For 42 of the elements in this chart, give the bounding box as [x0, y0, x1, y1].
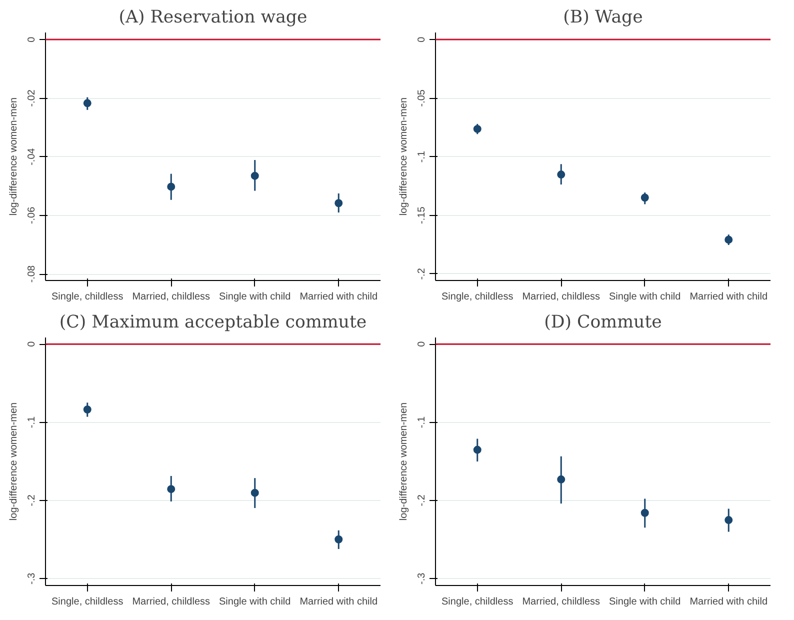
x-tick-label: Married, childless: [132, 292, 210, 302]
x-tick-label: Married with child: [690, 292, 768, 302]
x-tick-label: Married, childless: [522, 596, 600, 608]
y-tick-label: 0: [26, 36, 38, 42]
y-tick-label: -.3: [416, 572, 428, 584]
x-tick-label: Married, childless: [522, 292, 600, 302]
y-tick-label: -.04: [26, 148, 38, 166]
y-tick-label: -.2: [416, 494, 428, 506]
x-tick-label: Single with child: [609, 596, 681, 608]
x-tick-label: Married with child: [690, 596, 768, 608]
y-tick-label: -.3: [26, 572, 38, 584]
y-tick-label: -.02: [26, 89, 38, 107]
chart-title: (C) Maximum acceptable commute: [59, 312, 367, 332]
y-tick-label: -.05: [416, 89, 428, 107]
x-tick-label: Married with child: [300, 292, 378, 302]
y-tick-label: -.2: [26, 494, 38, 506]
chart-title: (D) Commute: [544, 312, 662, 332]
y-tick-label: 0: [416, 340, 428, 347]
y-axis-title: log-difference women-men: [398, 402, 410, 521]
y-axis-title: log-difference women-men: [398, 97, 410, 216]
y-tick-label: 0: [26, 340, 38, 347]
x-tick-label: Single, childless: [442, 292, 514, 302]
chart-title: (A) Reservation wage: [118, 8, 308, 28]
y-tick-label: -.1: [416, 416, 428, 428]
y-tick-label: -.15: [416, 206, 428, 224]
x-tick-label: Single, childless: [52, 292, 124, 302]
x-tick-label: Single with child: [609, 292, 681, 302]
x-tick-label: Married, childless: [132, 596, 210, 608]
chart-title: (B) Wage: [563, 8, 643, 28]
y-axis-title: log-difference women-men: [8, 402, 20, 521]
x-tick-label: Single, childless: [52, 596, 124, 608]
y-tick-label: -.06: [26, 206, 38, 224]
y-tick-label: -.1: [26, 416, 38, 428]
y-tick-label: 0: [416, 36, 428, 42]
x-tick-label: Single, childless: [442, 596, 514, 608]
x-tick-label: Single with child: [219, 596, 291, 608]
y-tick-label: -.1: [416, 150, 428, 163]
y-tick-label: -.2: [416, 268, 428, 280]
x-tick-label: Single with child: [219, 292, 291, 302]
y-tick-label: -.08: [26, 264, 38, 283]
x-tick-label: Married with child: [300, 596, 378, 608]
y-axis-title: log-difference women-men: [8, 97, 20, 216]
